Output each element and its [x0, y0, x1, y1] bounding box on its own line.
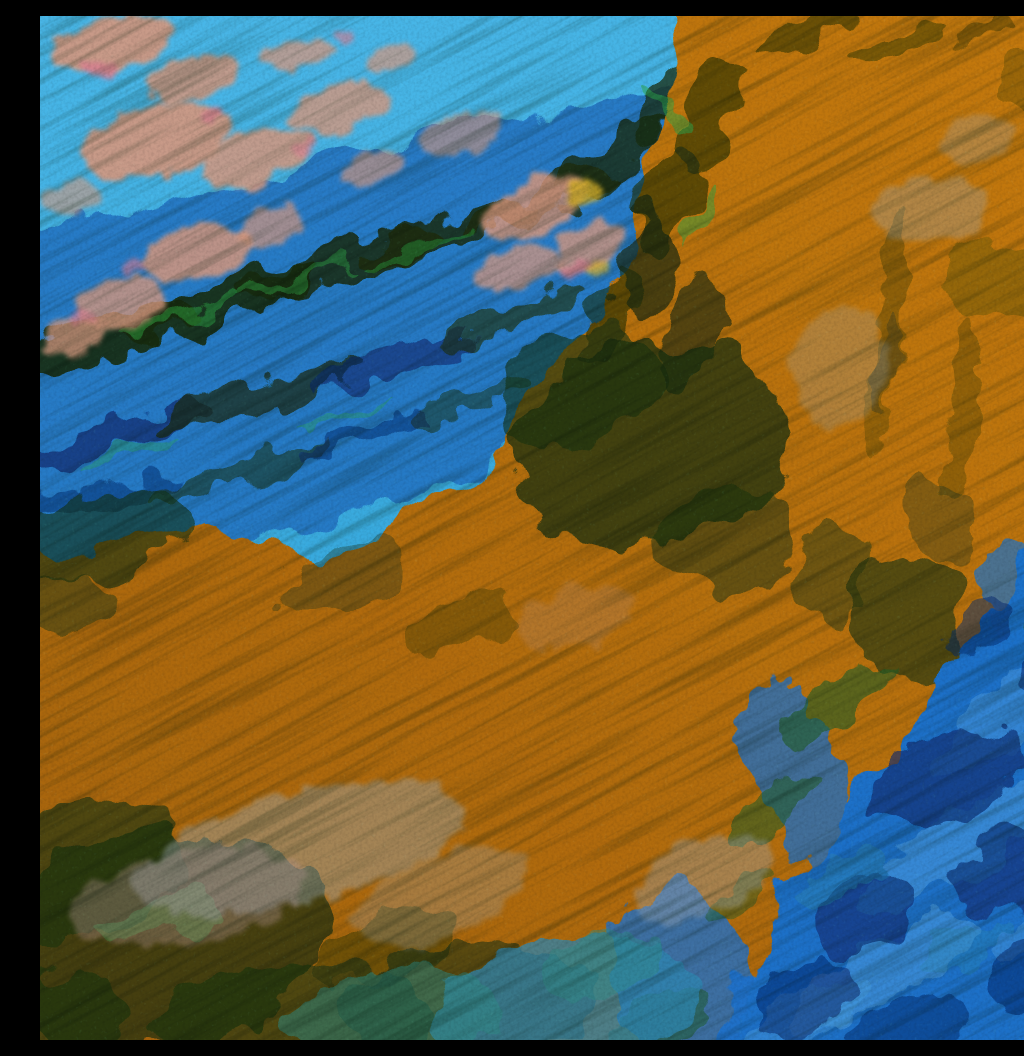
green-speckle-texture — [40, 16, 1024, 1040]
satellite-canvas — [40, 16, 1024, 1040]
satellite-image — [40, 16, 1024, 1040]
